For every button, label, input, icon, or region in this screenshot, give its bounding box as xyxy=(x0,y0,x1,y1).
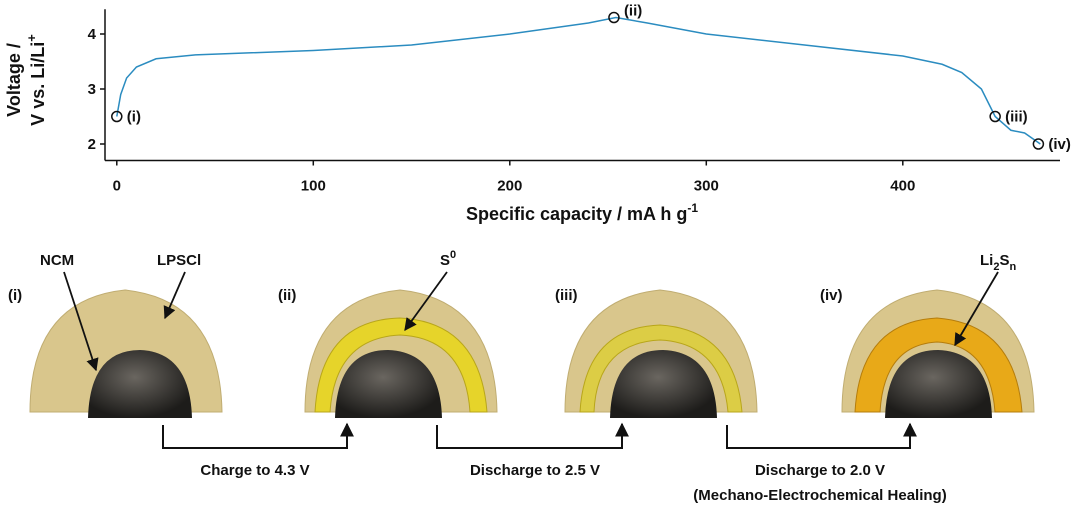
lpscl-label: LPSCl xyxy=(157,252,201,269)
state-label: (iii) xyxy=(1005,109,1028,126)
li2sn-sub: 2 xyxy=(993,261,999,273)
state-label: (ii) xyxy=(624,3,642,20)
y-label-line1: Voltage / xyxy=(4,43,24,117)
panel-label: (iv) xyxy=(820,287,843,304)
particle-iv xyxy=(841,289,1035,418)
state-marker xyxy=(111,110,123,123)
state-marker xyxy=(1032,138,1045,150)
li2sn-a: Li xyxy=(980,252,993,269)
x-label-sup: -1 xyxy=(687,201,698,215)
y-tick-label: 4 xyxy=(88,26,97,43)
li2sn-b: S xyxy=(999,252,1009,269)
panel-label: (iii) xyxy=(555,287,578,304)
x-tick-label: 400 xyxy=(890,178,915,195)
y-tick-label: 3 xyxy=(88,81,96,98)
step-note: (Mechano-Electrochemical Healing) xyxy=(693,487,946,504)
pointers xyxy=(63,271,999,372)
step-label: Charge to 4.3 V xyxy=(200,462,309,479)
x-tick-label: 200 xyxy=(497,178,522,195)
s0-sup: 0 xyxy=(450,249,456,261)
panel-label: (i) xyxy=(8,287,22,304)
li2sn-label: Li2Sn xyxy=(980,252,1016,273)
s0-base: S xyxy=(440,252,450,269)
step-arrows xyxy=(162,422,917,449)
chart: 2 3 4 0 100 200 300 400 (i) (ii) (iii) (iv) xyxy=(88,3,1071,195)
s0-label: S0 xyxy=(440,249,456,269)
state-label: (iv) xyxy=(1048,136,1071,153)
li2sn-sub: n xyxy=(1009,261,1016,273)
voltage-curve xyxy=(116,16,1041,145)
particle-iii xyxy=(564,289,758,418)
x-tick-label: 300 xyxy=(694,178,719,195)
schematic: (i) (ii) (iii) (iv) NCM LPSCl S0 Li2Sn C… xyxy=(8,249,1035,504)
x-label-text: Specific capacity / mA h g xyxy=(466,204,687,224)
particle-ii xyxy=(304,289,498,418)
y-label-line2: V vs. Li/Li+ xyxy=(24,34,48,126)
x-tick-label: 100 xyxy=(301,178,326,195)
step-label: Discharge to 2.5 V xyxy=(470,462,600,479)
x-tick-label: 0 xyxy=(113,178,121,195)
ncm-label: NCM xyxy=(40,252,74,269)
particle-i xyxy=(29,289,223,418)
state-marker xyxy=(608,11,620,24)
x-axis-label: Specific capacity / mA h g-1 xyxy=(466,201,698,224)
y-label-text: V vs. Li/Li xyxy=(28,42,48,126)
step-label: Discharge to 2.0 V xyxy=(755,462,885,479)
y-label-sup: + xyxy=(24,34,39,42)
y-tick-label: 2 xyxy=(88,136,96,153)
state-label: (i) xyxy=(127,109,141,126)
panel-label: (ii) xyxy=(278,287,296,304)
state-marker xyxy=(989,110,1001,123)
